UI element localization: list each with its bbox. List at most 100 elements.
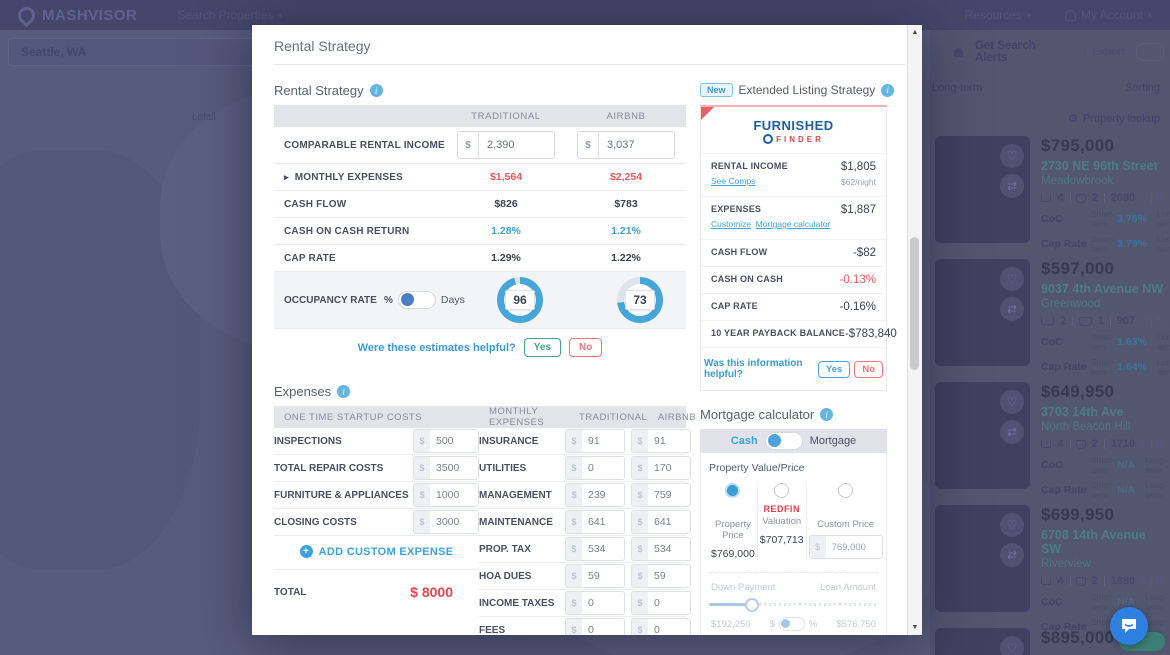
maintenance-traditional-input[interactable] — [582, 511, 624, 533]
modal-scrollbar[interactable]: ▲ ▼ — [907, 25, 922, 635]
income-taxes-traditional-input[interactable] — [582, 592, 624, 614]
property-photo[interactable]: ♡ ⇄ — [935, 136, 1030, 243]
property-address[interactable]: 6708 14th Avenue SW — [1041, 528, 1146, 556]
ff-coc-value: -0.13% — [839, 274, 876, 286]
compare-icon[interactable]: ⇄ — [1000, 174, 1024, 198]
heart-icon[interactable]: ♡ — [1000, 267, 1024, 291]
monthly-expenses-column: INSURANCE $ $ UTILITIES $ $ MANAGEMENT $ — [479, 428, 691, 635]
monthly-expenses-expander[interactable]: MONTHLY EXPENSES — [294, 171, 403, 183]
resources-menu[interactable]: Resources ▾ — [964, 8, 1031, 22]
compare-icon[interactable]: ⇄ — [1000, 420, 1024, 444]
property-address[interactable]: 9037 4th Avenue NW — [1041, 282, 1164, 296]
sorting-control[interactable]: Sorting — [1125, 82, 1160, 94]
compare-icon[interactable]: ⇄ — [1000, 297, 1024, 321]
income-taxes-airbnb-input[interactable] — [648, 592, 690, 614]
customize-link[interactable]: Customize — [711, 219, 752, 229]
no-button[interactable]: No — [854, 360, 883, 378]
heart-icon[interactable]: ♡ — [1000, 636, 1024, 655]
property-photo[interactable]: ♡ ⇄ — [935, 382, 1030, 489]
see-comps-link[interactable]: See Comps — [711, 176, 756, 186]
days-label: Days — [440, 294, 465, 306]
scrollbar-thumb[interactable] — [910, 237, 919, 370]
redfin-valuation-option[interactable]: REDFIN Valuation $707,713 — [756, 483, 806, 560]
slider-handle[interactable] — [745, 598, 760, 612]
prop-tax-airbnb-input[interactable] — [648, 538, 690, 560]
chat-widget-button[interactable] — [1110, 607, 1148, 645]
heart-icon[interactable]: ♡ — [1000, 144, 1024, 168]
airbnb-occupancy-value[interactable]: 73 — [625, 290, 655, 310]
repair-costs-input[interactable] — [430, 457, 478, 479]
search-properties-menu[interactable]: Search Properties ▾ — [177, 8, 283, 22]
add-custom-expense-button[interactable]: + ADD CUSTOM EXPENSE — [274, 536, 479, 567]
listings-panel: Get Search Alerts ↓ Export Long-term Sor… — [930, 30, 1170, 655]
property-photo[interactable]: ♡ — [935, 628, 1030, 655]
custom-price-input[interactable] — [825, 536, 882, 558]
prop-tax-traditional-input[interactable] — [582, 538, 624, 560]
hoa-dues-traditional-input[interactable] — [582, 565, 624, 587]
radio-icon[interactable] — [774, 483, 790, 498]
mortgage-calculator-link[interactable]: Mortgage calculator — [755, 219, 831, 229]
cash-label[interactable]: Cash — [730, 435, 758, 447]
management-traditional-input[interactable] — [582, 484, 624, 506]
long-term-filter[interactable]: Long-term — [932, 82, 983, 94]
inspections-input[interactable] — [430, 430, 478, 452]
property-address[interactable]: 3703 14th Ave — [1041, 405, 1124, 419]
insurance-airbnb-input[interactable] — [648, 430, 690, 452]
property-address[interactable]: 2730 NE 96th Street — [1041, 159, 1158, 173]
closing-costs-input[interactable] — [430, 511, 478, 533]
traditional-rental-income-input[interactable] — [479, 132, 554, 158]
insurance-traditional-input[interactable] — [582, 430, 624, 452]
property-photo[interactable]: ♡ ⇄ — [935, 259, 1030, 366]
table-row: CASH FLOW $826 $783 — [274, 191, 686, 218]
info-icon[interactable]: i — [337, 385, 351, 398]
my-account-menu[interactable]: My Account ▾ — [1064, 8, 1152, 22]
property-card[interactable]: ♡ ⇄ $699,950 6708 14th Avenue SW Rivervi… — [935, 505, 1167, 637]
yes-button[interactable]: Yes — [523, 338, 562, 357]
scroll-down-arrow-icon[interactable]: ▼ — [911, 624, 919, 631]
airbnb-monthly-expenses: $2,254 — [609, 171, 643, 183]
no-button[interactable]: No — [569, 338, 603, 357]
dollar-percent-toggle[interactable] — [778, 617, 805, 631]
utilities-airbnb-input[interactable] — [648, 457, 690, 479]
management-airbnb-input[interactable] — [648, 484, 690, 506]
property-lookup-button[interactable]: ⚙ Property lookup — [1068, 112, 1160, 126]
bell-icon — [954, 47, 963, 57]
property-card[interactable]: ♡ ⇄ $597,000 9037 4th Avenue NW Greenwoo… — [935, 259, 1170, 377]
get-search-alerts-button[interactable]: Get Search Alerts — [974, 40, 1036, 64]
property-card[interactable]: ♡ $895,000 12352 35th Ave S — [935, 628, 1165, 655]
info-icon[interactable]: i — [820, 408, 834, 421]
airbnb-rental-income-input[interactable] — [599, 132, 674, 158]
radio-selected-icon[interactable] — [725, 483, 741, 498]
radio-icon[interactable] — [838, 483, 854, 498]
yes-button[interactable]: Yes — [817, 360, 851, 378]
utilities-traditional-input[interactable] — [582, 457, 624, 479]
furniture-appliances-input[interactable] — [430, 484, 478, 506]
expand-caret-icon[interactable]: ▸ — [284, 171, 289, 182]
cash-mortgage-toggle[interactable] — [764, 432, 803, 450]
traditional-occupancy-value[interactable]: 96 — [505, 290, 535, 310]
property-card[interactable]: ♡ ⇄ $649,950 3703 14th Ave North Beacon … — [935, 382, 1167, 500]
info-icon[interactable]: i — [369, 84, 383, 97]
fees-traditional-input[interactable] — [582, 619, 624, 635]
scroll-up-arrow-icon[interactable]: ▲ — [911, 29, 919, 36]
sqft-suffix: sq.ft. — [1141, 192, 1165, 204]
mortgage-label[interactable]: Mortgage — [809, 435, 857, 447]
hoa-dues-airbnb-input[interactable] — [648, 565, 690, 587]
fees-airbnb-input[interactable] — [648, 619, 690, 635]
property-price-option[interactable]: Property Price $769,000 — [709, 483, 757, 560]
custom-price-option[interactable]: Custom Price $ — [805, 483, 885, 560]
property-card[interactable]: ♡ ⇄ $795,000 2730 NE 96th Street Meadowb… — [935, 136, 1170, 254]
property-photo[interactable]: ♡ ⇄ — [935, 505, 1030, 612]
percent-days-toggle[interactable] — [397, 291, 436, 309]
export-button[interactable]: ↓ Export — [1082, 46, 1125, 58]
mashvisor-logo[interactable]: MASHVISOR — [14, 2, 137, 28]
maintenance-airbnb-input[interactable] — [648, 511, 690, 533]
corner-ribbon — [701, 107, 714, 120]
compare-icon[interactable]: ⇄ — [1000, 543, 1024, 567]
heart-icon[interactable]: ♡ — [1000, 513, 1024, 537]
heart-icon[interactable]: ♡ — [1000, 390, 1024, 414]
airbnb-cap-rate: 1.22% — [611, 252, 641, 264]
info-icon[interactable]: i — [881, 83, 895, 97]
down-payment-slider[interactable] — [709, 598, 878, 612]
toolbar-pill-button[interactable] — [1136, 43, 1164, 61]
